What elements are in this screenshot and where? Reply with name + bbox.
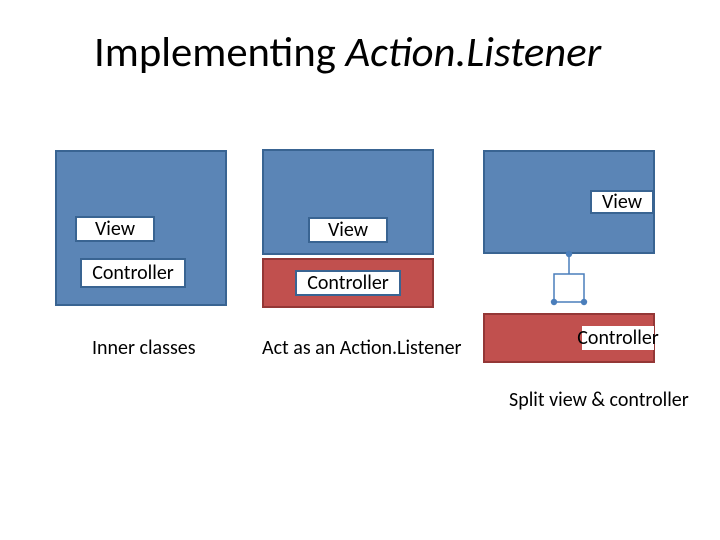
col3-connector <box>551 254 587 313</box>
slide: Implementing Action.Listener View Contro… <box>0 0 720 540</box>
col3-caption: Split view & controller <box>509 388 689 412</box>
col1-caption: Inner classes <box>92 336 196 360</box>
col2-view-label: View <box>308 217 388 243</box>
col3-view-label: View <box>590 190 654 214</box>
col1-controller-label: Controller <box>80 258 186 288</box>
col2-caption: Act as an Action.Listener <box>262 336 462 360</box>
slide-title: Implementing Action.Listener <box>94 26 601 78</box>
col1-view-label: View <box>75 216 155 242</box>
title-part-2: Action.Listener <box>345 26 601 78</box>
col3-controller-label: Controller <box>582 326 654 350</box>
title-part-1: Implementing <box>94 26 345 78</box>
col2-controller-label: Controller <box>295 270 401 296</box>
